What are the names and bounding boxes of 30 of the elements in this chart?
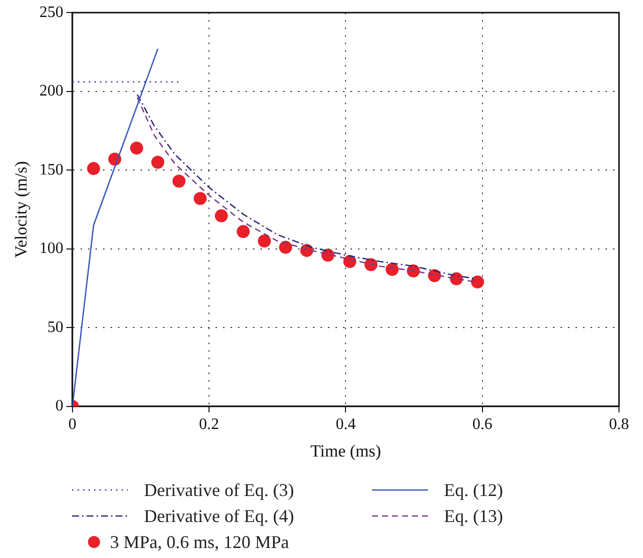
y-tick-label: 250 (39, 4, 64, 21)
point (194, 192, 207, 205)
point (236, 225, 250, 238)
point (172, 174, 186, 188)
legend-label: 3 MPa, 0.6 ms, 120 MPa (110, 532, 290, 552)
legend-label: Eq. (13) (444, 506, 503, 526)
point (130, 142, 144, 155)
point (386, 262, 399, 276)
y-tick-label: 200 (39, 82, 64, 100)
point (214, 209, 228, 222)
x-axis-title: Time (ms) (310, 441, 382, 460)
legend-label: Derivative of Eq. (4) (144, 506, 294, 526)
y-tick-label: 100 (39, 240, 64, 258)
point (258, 234, 271, 248)
y-tick-label: 50 (47, 318, 64, 336)
x-tick-label: 0.2 (199, 416, 220, 434)
legend-label: Derivative of Eq. (3) (144, 480, 294, 500)
point (279, 240, 292, 254)
x-tick-label: 0 (68, 416, 76, 434)
legend-label: Eq. (12) (444, 480, 503, 500)
x-tick-label: 0.6 (472, 416, 492, 434)
point (151, 156, 164, 169)
y-tick-label: 0 (55, 398, 64, 415)
y-tick-label: 150 (39, 161, 64, 178)
point (87, 162, 100, 176)
x-tick-label: 0.8 (609, 416, 629, 434)
point (364, 258, 378, 272)
point (471, 275, 484, 288)
y-axis-title: Velocity (m/s) (12, 161, 31, 258)
x-tick-label: 0.4 (336, 416, 356, 434)
